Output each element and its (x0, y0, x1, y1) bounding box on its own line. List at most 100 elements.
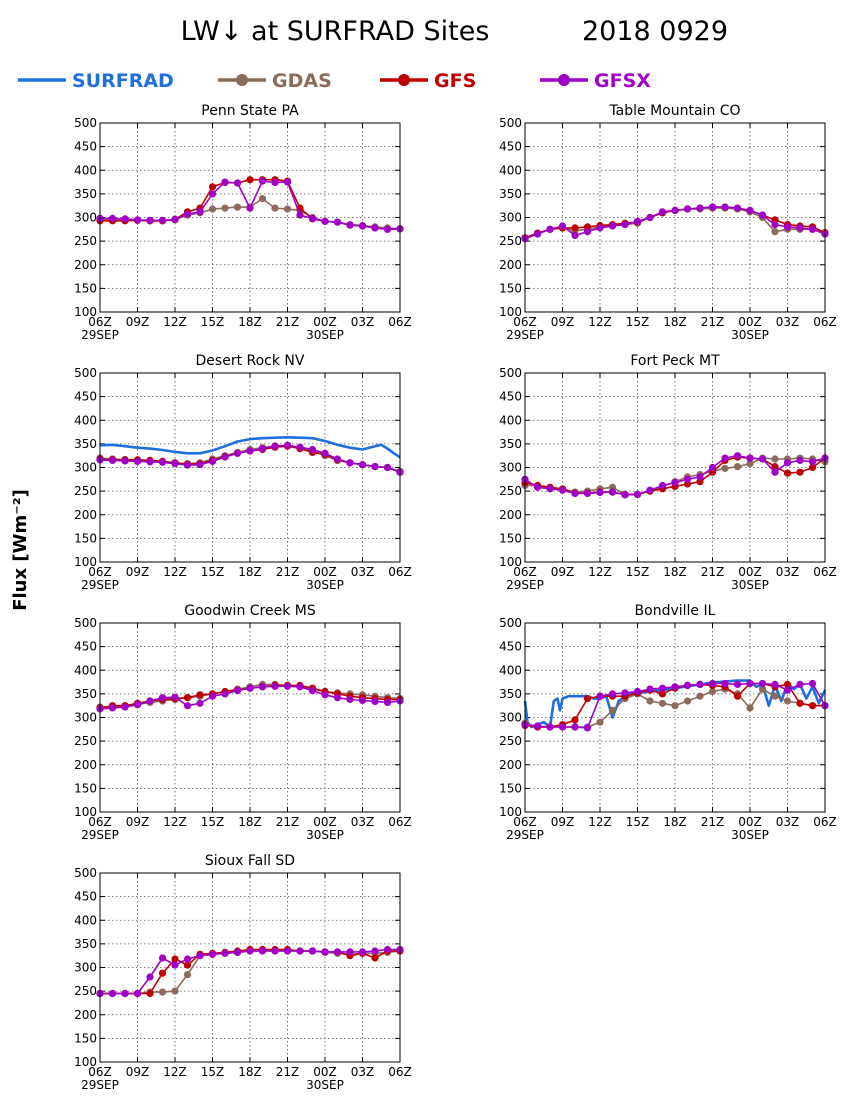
data-point (608, 706, 617, 715)
data-point (171, 955, 179, 963)
x-tick-label: 00Z (313, 1065, 337, 1079)
data-point (683, 205, 692, 213)
x-tick-label: 06Z (813, 315, 837, 329)
x-date-label: 30SEP (306, 328, 344, 342)
data-point (346, 221, 354, 229)
data-point (596, 224, 604, 232)
data-point (283, 205, 292, 213)
x-tick-label: 18Z (663, 815, 687, 829)
plot-frame (524, 372, 826, 563)
data-point (183, 971, 192, 979)
data-point (696, 692, 704, 700)
x-tick-label: 18Z (238, 315, 262, 329)
x-tick-label: 00Z (313, 315, 337, 329)
data-point (108, 704, 117, 712)
data-point (296, 443, 304, 451)
data-point (258, 195, 267, 203)
data-point (158, 216, 167, 224)
data-point (621, 689, 629, 697)
panel-desert-rock-nv: Desert Rock NV 100 150 200 250 300 350 400 450 50… (74, 353, 412, 592)
series-gfsx (521, 452, 829, 499)
data-point (771, 221, 779, 229)
y-tick-label: 450 (74, 390, 97, 404)
data-point (583, 489, 592, 498)
data-point (808, 225, 817, 233)
y-tick-label: 300 (499, 211, 522, 225)
data-point (221, 178, 229, 186)
series-gfsx (521, 203, 829, 243)
x-tick-label: 15Z (626, 565, 650, 579)
data-point (383, 945, 392, 954)
y-tick-label: 300 (74, 461, 97, 475)
data-point (183, 955, 192, 963)
x-tick-label: 09Z (126, 1065, 150, 1079)
data-point (571, 489, 579, 498)
x-date-label: 30SEP (306, 1078, 344, 1092)
panel-bondville-il: Bondville IL 100 150 200 250 300 350 400 450 500 0… (499, 603, 837, 842)
data-point (658, 684, 667, 692)
y-tick-label: 200 (74, 758, 97, 772)
y-tick-label: 500 (74, 616, 97, 630)
x-tick-label: 12Z (163, 565, 187, 579)
x-tick-label: 06Z (388, 815, 412, 829)
data-point (721, 679, 729, 688)
y-tick-label: 250 (74, 234, 97, 248)
data-point (246, 204, 254, 212)
data-point (596, 488, 604, 497)
y-tick-label: 350 (74, 937, 97, 951)
x-tick-label: 18Z (663, 565, 687, 579)
panel-title: Table Mountain CO (608, 103, 740, 119)
y-tick-label: 300 (74, 961, 97, 975)
data-point (208, 950, 217, 958)
data-point (271, 947, 279, 955)
y-tick-label: 100 (499, 305, 522, 319)
data-point (196, 461, 204, 469)
series-line (100, 948, 400, 995)
data-point (796, 224, 804, 232)
data-point (208, 205, 217, 213)
data-point (783, 680, 792, 689)
data-point (221, 949, 229, 957)
y-tick-label: 100 (499, 805, 522, 819)
data-point (596, 692, 604, 700)
y-tick-label: 400 (74, 663, 97, 677)
data-point (333, 455, 342, 463)
x-date-label: 30SEP (306, 828, 344, 842)
y-tick-label: 300 (499, 461, 522, 475)
data-point (808, 702, 817, 710)
y-tick-label: 150 (74, 1031, 97, 1045)
x-tick-label: 06Z (88, 1065, 112, 1079)
panel-fort-peck-mt: Fort Peck MT 100 150 200 250 300 350 400 450 500 0… (499, 353, 837, 592)
x-tick-label: 00Z (738, 565, 762, 579)
x-tick-label: 06Z (388, 1065, 412, 1079)
x-tick-label: 09Z (551, 565, 575, 579)
data-point (771, 680, 779, 689)
legend-item-gfs: GFS (380, 70, 476, 92)
y-tick-label: 200 (74, 258, 97, 272)
data-point (146, 216, 154, 224)
figure-date: 2018 0929 (582, 16, 728, 47)
x-tick-label: 15Z (626, 315, 650, 329)
y-tick-label: 350 (499, 687, 522, 701)
data-point (321, 449, 329, 457)
data-point (158, 694, 167, 702)
panel-sioux-fall-sd: Sioux Fall SD 100 150 200 250 300 350 400 450 500… (74, 853, 412, 1092)
legend-label: GFSX (594, 70, 651, 92)
data-point (358, 948, 367, 956)
data-point (608, 488, 617, 496)
data-point (658, 699, 667, 707)
data-point (646, 486, 654, 494)
data-point (621, 491, 629, 499)
data-point (721, 464, 729, 472)
data-point (233, 449, 242, 457)
y-tick-label: 350 (74, 687, 97, 701)
x-date-label: 29SEP (81, 328, 119, 342)
data-point (771, 692, 779, 700)
panel-goodwin-creek-ms: Goodwin Creek MS 100 150 200 250 300 350 400 450… (74, 603, 412, 842)
x-tick-label: 09Z (551, 815, 575, 829)
data-point (746, 454, 754, 462)
data-point (633, 687, 642, 696)
data-point (708, 687, 717, 696)
panel-title: Goodwin Creek MS (184, 603, 316, 619)
